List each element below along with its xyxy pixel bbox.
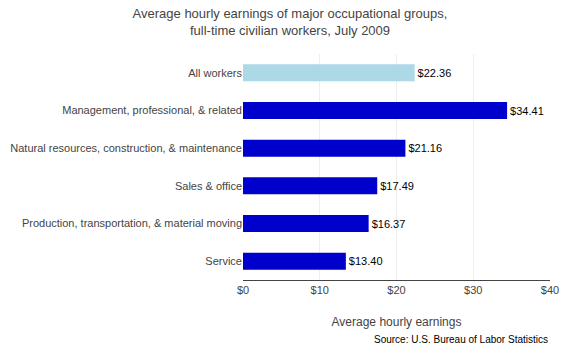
- svg-text:$0: $0: [237, 284, 249, 296]
- svg-text:Production, transportation, &: Production, transportation, & material m…: [22, 217, 242, 229]
- svg-text:$10: $10: [311, 284, 329, 296]
- svg-text:$21.16: $21.16: [408, 142, 442, 154]
- svg-text:$20: $20: [387, 284, 405, 296]
- svg-text:$40: $40: [541, 284, 559, 296]
- svg-text:All workers: All workers: [188, 67, 242, 79]
- svg-text:Natural resources, constructio: Natural resources, construction, & maint…: [10, 142, 242, 154]
- svg-text:Source: U.S. Bureau of Labor S: Source: U.S. Bureau of Labor Statistics: [374, 334, 548, 345]
- svg-text:$13.40: $13.40: [349, 255, 383, 267]
- svg-text:$17.49: $17.49: [380, 180, 414, 192]
- svg-text:Average hourly earnings: Average hourly earnings: [332, 315, 462, 329]
- svg-text:Service: Service: [205, 255, 242, 267]
- svg-text:Management, professional, & re: Management, professional, & related: [62, 104, 242, 116]
- svg-text:Sales & office: Sales & office: [175, 180, 242, 192]
- svg-text:$30: $30: [464, 284, 482, 296]
- svg-text:Average hourly earnings of maj: Average hourly earnings of major occupat…: [133, 6, 448, 38]
- svg-text:$22.36: $22.36: [418, 67, 452, 79]
- svg-text:$34.41: $34.41: [510, 105, 544, 117]
- svg-text:$16.37: $16.37: [372, 218, 406, 230]
